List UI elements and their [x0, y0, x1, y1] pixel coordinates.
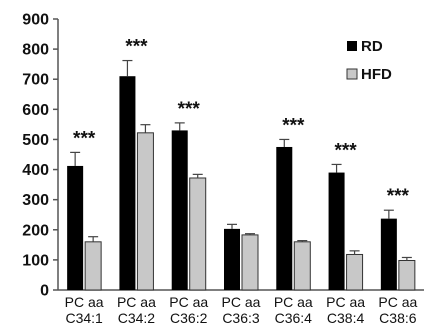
legend-label-hfd: HFD — [361, 66, 392, 83]
y-tick-label: 500 — [22, 132, 49, 149]
category-label: PC aa — [65, 294, 104, 310]
bar-hfd — [189, 177, 207, 291]
significance-marker: *** — [387, 186, 410, 207]
bar-hfd — [398, 259, 416, 291]
category-label: C38:6 — [379, 310, 417, 326]
bar-hfd — [136, 132, 154, 291]
bar-rd — [276, 146, 293, 290]
legend-label-rd: RD — [361, 38, 383, 55]
legend-swatch-rd — [347, 41, 357, 51]
category-label: C36:2 — [170, 310, 208, 326]
legend: RD HFD — [346, 38, 392, 83]
category-label: PC aa — [326, 294, 365, 310]
significance-labels: *** *** *** *** *** *** — [73, 37, 410, 208]
category-label: C36:4 — [275, 310, 313, 326]
y-tick-label: 900 — [22, 12, 49, 29]
y-tick-label: 700 — [22, 72, 49, 89]
significance-marker: *** — [125, 37, 148, 58]
y-tick-label: 100 — [22, 252, 49, 269]
category-label: C38:4 — [327, 310, 365, 326]
category-label: PC aa — [274, 294, 313, 310]
bar-hfd — [241, 234, 259, 291]
bar-rd — [119, 76, 136, 290]
bar-rd — [380, 218, 397, 290]
significance-marker: *** — [178, 99, 201, 120]
bar-hfd — [293, 241, 311, 291]
significance-marker: *** — [73, 128, 96, 149]
category-label: PC aa — [378, 294, 417, 310]
y-tick-label: 400 — [22, 162, 49, 179]
category-label: PC aa — [169, 294, 208, 310]
bar-rd — [67, 165, 84, 290]
bar-rd — [224, 228, 240, 290]
y-tick-label: 600 — [22, 102, 49, 119]
y-tick-label: 300 — [22, 192, 49, 209]
y-axis: 0 100 200 300 400 500 600 700 800 900 — [22, 12, 424, 300]
category-label: C34:2 — [118, 310, 156, 326]
bars — [67, 59, 416, 291]
category-label: C34:1 — [65, 310, 103, 326]
category-label: C36:3 — [222, 310, 260, 326]
significance-marker: *** — [282, 115, 305, 136]
bar-hfd — [84, 241, 102, 291]
y-tick-label: 0 — [40, 283, 49, 300]
category-label: PC aa — [117, 294, 156, 310]
category-label: PC aa — [222, 294, 261, 310]
bar-rd — [171, 130, 188, 290]
significance-marker: *** — [334, 140, 357, 161]
y-tick-label: 800 — [22, 42, 49, 59]
y-tick-label: 200 — [22, 222, 49, 239]
bar-hfd — [346, 253, 364, 291]
bar-rd — [328, 172, 345, 290]
legend-swatch-hfd — [346, 68, 358, 80]
